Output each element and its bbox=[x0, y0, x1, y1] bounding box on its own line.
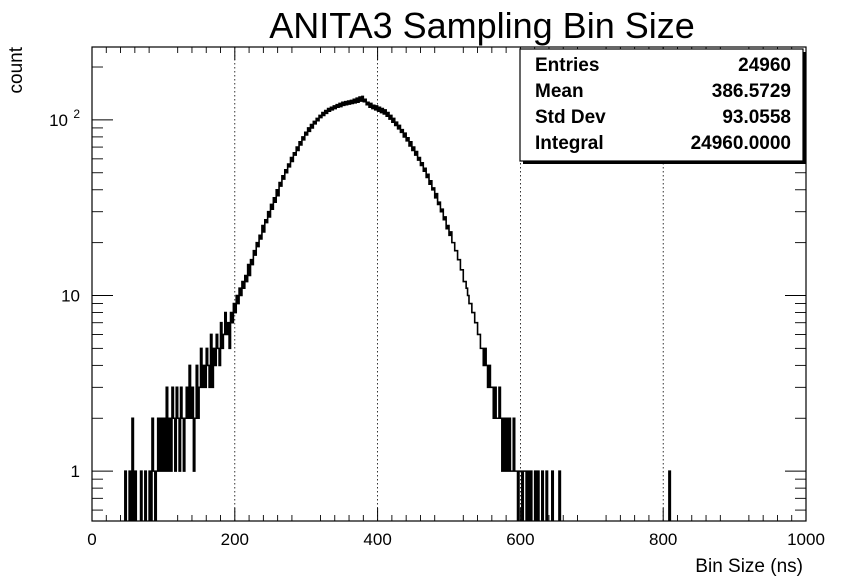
x-tick-label-5: 1000 bbox=[787, 530, 825, 549]
chart-title: ANITA3 Sampling Bin Size bbox=[269, 5, 695, 46]
y-tick-label-2: 10 bbox=[49, 111, 68, 130]
x-tick-label-0: 0 bbox=[87, 530, 96, 549]
stats-box: Entries 24960 Mean 386.5729 Std Dev 93.0558 In… bbox=[519, 48, 806, 164]
stat-label-mean: Mean bbox=[535, 81, 584, 102]
x-tick-label-4: 800 bbox=[649, 530, 677, 549]
plot-border bbox=[91, 46, 807, 522]
gridlines bbox=[234, 47, 664, 521]
histogram-series bbox=[124, 95, 672, 521]
axis-ticks: 0 200 400 600 800 1000 1 10 10 2 bbox=[49, 47, 825, 549]
stat-value-entries: 24960 bbox=[738, 55, 791, 76]
x-tick-label-3: 600 bbox=[506, 530, 534, 549]
stat-value-std-dev: 93.0558 bbox=[722, 107, 791, 128]
y-tick-label-0: 1 bbox=[71, 462, 80, 481]
histogram-bars bbox=[124, 95, 672, 521]
stat-label-std-dev: Std Dev bbox=[535, 107, 606, 128]
stat-label-entries: Entries bbox=[535, 55, 599, 76]
stat-value-mean: 386.5729 bbox=[712, 81, 791, 102]
y-axis-label: count bbox=[6, 46, 27, 93]
y-tick-exponent-2: 2 bbox=[73, 107, 80, 121]
plot-frame bbox=[91, 46, 807, 522]
x-tick-label-1: 200 bbox=[221, 530, 249, 549]
x-tick-label-2: 400 bbox=[363, 530, 391, 549]
stat-value-integral: 24960.0000 bbox=[691, 133, 791, 154]
x-axis-label: Bin Size (ns) bbox=[695, 556, 803, 577]
stats-box-frame bbox=[519, 48, 804, 162]
stat-label-integral: Integral bbox=[535, 133, 604, 154]
y-tick-label-1: 10 bbox=[61, 287, 80, 306]
